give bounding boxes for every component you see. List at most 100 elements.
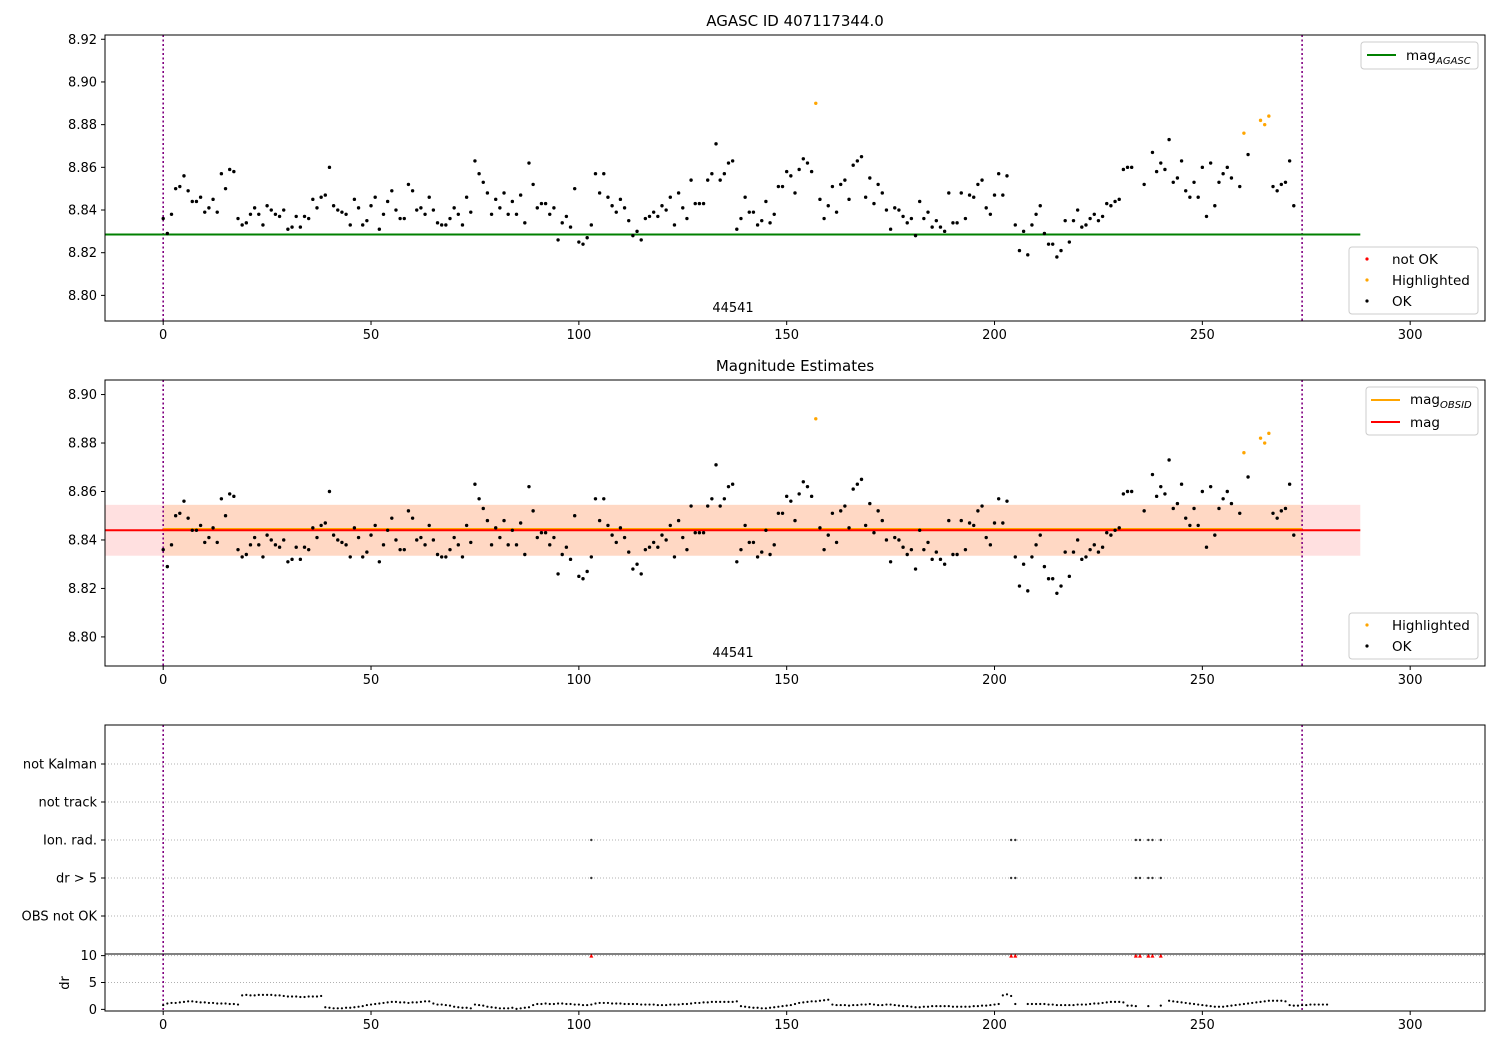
dr-point (606, 1001, 610, 1005)
agasc-y-tick-label: 8.88 (68, 118, 97, 133)
ok-point (203, 210, 207, 214)
ok-point (760, 218, 764, 223)
dr-point (951, 1005, 955, 1008)
estimates-ok-point (1167, 458, 1171, 462)
dr-point (852, 1003, 855, 1007)
dr-point (1234, 1003, 1237, 1007)
estimates-ok-point (531, 509, 535, 513)
estimates-ok-point (336, 538, 340, 542)
ok-point (722, 172, 727, 176)
dr-point (648, 1003, 651, 1006)
dr-point (669, 1003, 672, 1006)
dr-point (382, 1001, 385, 1005)
ok-point (1100, 214, 1105, 219)
estimates-x-tick-label: 100 (566, 673, 591, 688)
estimates-ok-point (668, 523, 673, 528)
ok-point (884, 208, 889, 212)
estimates-ok-point (685, 547, 689, 552)
dr-point (457, 1006, 460, 1009)
dr-point (802, 1001, 805, 1004)
dr-point (1043, 1002, 1046, 1006)
ok-point (410, 189, 415, 193)
dr-point (868, 1002, 871, 1006)
flag-point (1014, 838, 1017, 842)
agasc-axes-frame (104, 34, 1486, 322)
estimates-ok-point (469, 540, 473, 545)
dr-point (1280, 999, 1283, 1002)
estimates-x-tick-label: 0 (159, 673, 167, 688)
dr-point (856, 1003, 859, 1007)
dr-point (1080, 1003, 1083, 1006)
estimates-ok-point (647, 545, 652, 549)
dr-point (523, 1006, 526, 1009)
estimates-ok-point (1184, 516, 1188, 520)
dr-point (710, 1000, 713, 1003)
ok-point (976, 182, 980, 187)
estimates-ok-point (1113, 528, 1117, 532)
highlighted-legend-label: Highlighted (1392, 273, 1470, 289)
ok-point (543, 201, 548, 206)
ok-point (469, 210, 473, 214)
dr-point (1026, 1002, 1029, 1006)
dr-point (295, 995, 298, 998)
dr-point (1159, 1004, 1162, 1007)
dr-point (1242, 1002, 1246, 1006)
estimates-ok-point (169, 543, 174, 547)
estimates-ok-point (402, 547, 406, 552)
estimates-ok-point (198, 523, 203, 528)
dr-panel: 0 50 100 150 200 250 300 0 5 10 dr (58, 949, 1486, 1033)
ok-point (681, 206, 685, 210)
estimates-highlighted-point (1267, 431, 1271, 436)
ok-point (1275, 189, 1279, 193)
highlighted-point (1258, 118, 1263, 123)
ok-point (955, 221, 959, 225)
estimates-ok-point (568, 557, 573, 562)
estimates-ok-point (888, 560, 893, 564)
ok-point (165, 231, 170, 236)
ok-point (369, 204, 373, 208)
estimates-ok-point (747, 540, 751, 545)
dr-point (781, 1005, 784, 1008)
dr-point (906, 1005, 909, 1008)
ok-point (934, 218, 939, 223)
highlighted-point (1267, 114, 1271, 118)
estimates-ok-point (331, 533, 336, 537)
dr-point (727, 1000, 730, 1003)
estimates-ok-point (369, 533, 373, 537)
dr-point (315, 995, 319, 998)
agasc-x-tick-label: 50 (363, 328, 380, 343)
dr-point (1059, 1003, 1063, 1007)
estimates-ok-point (1001, 521, 1005, 525)
dr-point (1039, 1002, 1042, 1006)
estimates-ok-point (618, 526, 623, 530)
dr-point (486, 1005, 489, 1008)
estimates-ok-point (286, 560, 290, 564)
ok-point (489, 212, 494, 216)
ok-point (485, 191, 490, 195)
estimates-legend-status-box (1348, 612, 1479, 660)
estimates-ok-point (361, 555, 365, 559)
ok-point (1125, 165, 1130, 170)
dr-point (461, 1006, 464, 1009)
ok-point (1084, 223, 1088, 227)
dr-point (453, 1005, 456, 1008)
dr-point (195, 1000, 198, 1003)
dr-point (540, 1002, 543, 1006)
flag-category-label: not track (38, 796, 97, 811)
ok-point (1246, 152, 1250, 157)
dr-point (286, 995, 289, 998)
flag-point (1151, 876, 1154, 880)
ok-point (963, 216, 968, 221)
ok-point (1142, 182, 1146, 187)
dr-point (236, 1003, 240, 1006)
estimates-ok-point (419, 535, 423, 540)
dr-point (1263, 1000, 1266, 1003)
dr-point (349, 1006, 352, 1009)
ok-point (926, 210, 930, 214)
dr-point (1213, 1005, 1216, 1008)
ok-point (726, 161, 731, 165)
dr-point (507, 1007, 510, 1010)
estimates-ok-point (1042, 564, 1047, 569)
estimates-ok-point (1225, 489, 1229, 494)
estimates-ok-point (826, 533, 830, 537)
